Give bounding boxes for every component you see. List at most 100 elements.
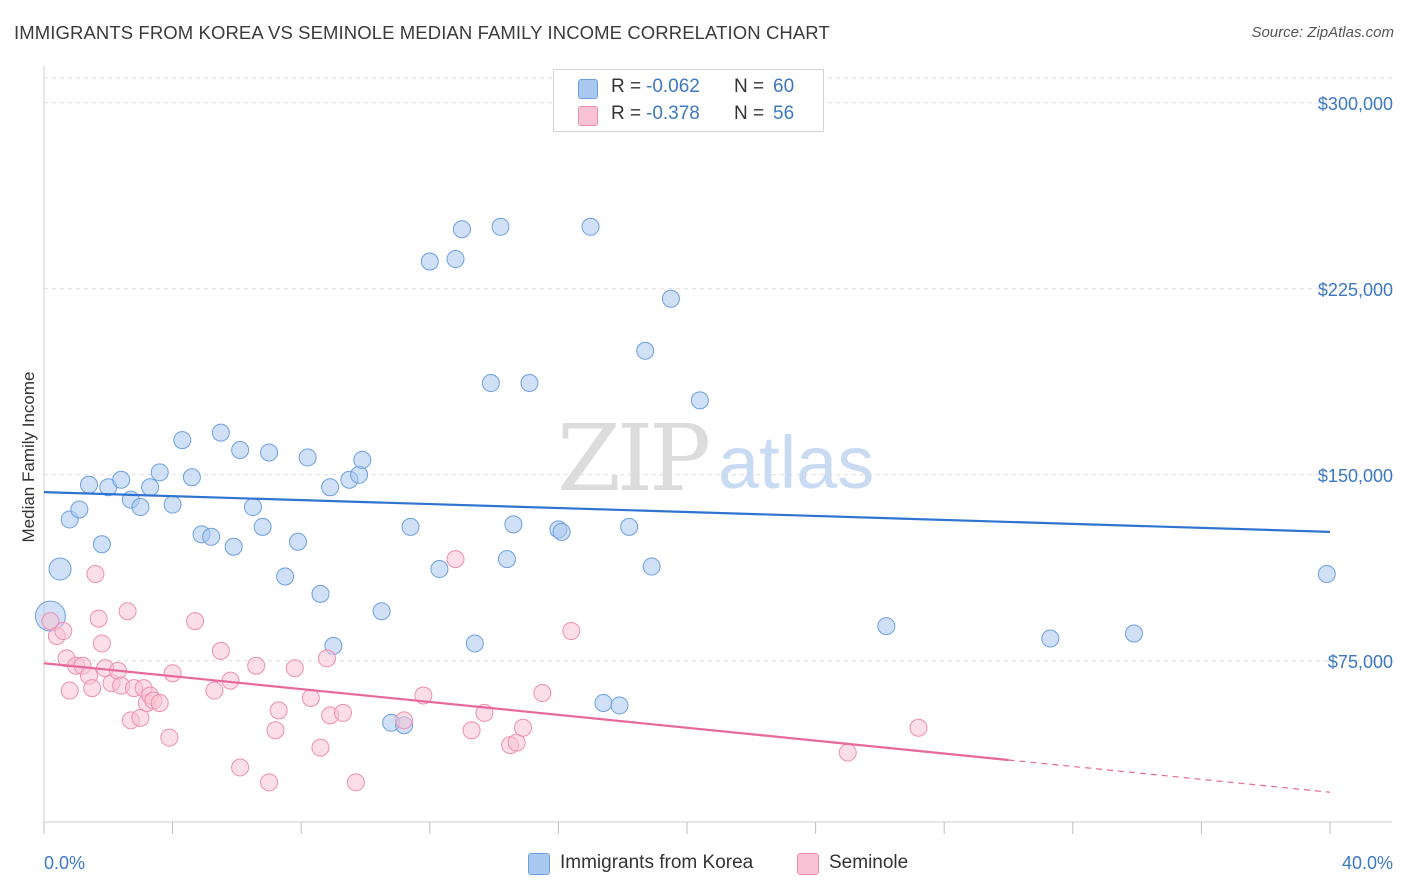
x-tick-label-right: 40.0% (1342, 853, 1393, 873)
point-seminole (395, 711, 414, 730)
point-korea (877, 617, 896, 636)
legend-r-label: R = (611, 103, 642, 124)
point-korea (610, 696, 629, 715)
point-seminole (247, 656, 266, 675)
point-korea (497, 550, 516, 569)
point-seminole (285, 659, 304, 678)
point-korea (182, 468, 201, 487)
point-korea (202, 527, 221, 546)
point-korea (620, 517, 639, 536)
point-korea (372, 602, 391, 621)
point-seminole (462, 721, 481, 740)
point-korea (211, 423, 230, 442)
point-seminole (414, 686, 433, 705)
y-tick-label: $75,000 (1328, 652, 1393, 672)
point-seminole (346, 773, 365, 792)
point-korea (350, 465, 369, 484)
point-korea (401, 517, 420, 536)
bottom-legend-label-seminole: Seminole (829, 852, 909, 873)
x-tick-label-left: 0.0% (44, 853, 85, 873)
point-korea (430, 560, 449, 579)
point-korea (131, 498, 150, 517)
point-korea (581, 217, 600, 236)
chart-title: IMMIGRANTS FROM KOREA VS SEMINOLE MEDIAN… (14, 22, 830, 43)
bottom-legend-swatch-korea (528, 853, 550, 875)
point-seminole (89, 609, 108, 628)
point-korea (141, 478, 160, 497)
point-seminole (269, 701, 288, 720)
point-seminole (514, 718, 533, 737)
point-korea (636, 341, 655, 360)
point-korea (173, 431, 192, 450)
point-korea (661, 289, 680, 308)
point-seminole (838, 743, 857, 762)
point-korea (642, 557, 661, 576)
point-seminole (160, 728, 179, 747)
point-seminole (231, 758, 250, 777)
point-seminole (41, 612, 60, 631)
point-seminole (150, 693, 169, 712)
point-korea (594, 693, 613, 712)
trend-lines (43, 491, 1331, 793)
trend-line-korea (43, 491, 1331, 533)
point-korea (504, 515, 523, 534)
point-seminole (92, 634, 111, 653)
point-seminole (163, 664, 182, 683)
point-korea (253, 517, 272, 536)
point-seminole (446, 550, 465, 569)
point-korea (112, 470, 131, 489)
axes (43, 66, 1392, 834)
legend-swatch-korea (578, 79, 598, 99)
legend-n-label: N = (734, 76, 765, 97)
legend-r-label: R = (611, 76, 642, 97)
legend-swatch-seminole (578, 106, 598, 126)
point-korea (48, 557, 72, 581)
point-korea (481, 374, 500, 393)
y-tick-label: $150,000 (1318, 466, 1393, 486)
point-seminole (83, 679, 102, 698)
point-seminole (311, 738, 330, 757)
y-tick-label: $225,000 (1318, 280, 1393, 300)
point-seminole (533, 684, 552, 703)
point-seminole (260, 773, 279, 792)
point-korea (552, 522, 571, 541)
point-korea (690, 391, 709, 410)
point-korea (353, 450, 372, 469)
legend-n-label: N = (734, 103, 765, 124)
data-points (34, 217, 1336, 792)
point-korea (80, 475, 99, 494)
point-korea (1317, 565, 1336, 583)
point-seminole (118, 602, 137, 621)
point-seminole (266, 721, 285, 740)
point-korea (452, 220, 471, 239)
point-seminole (333, 703, 352, 722)
point-seminole (507, 733, 526, 752)
point-seminole (211, 641, 230, 660)
point-korea (288, 532, 307, 551)
legend-r-value: -0.378 (646, 103, 700, 124)
legend-n-value: 56 (773, 103, 795, 124)
point-korea (321, 478, 340, 497)
trend-line-seminole-extrapolated (1008, 759, 1331, 793)
gridlines (44, 77, 1392, 662)
watermark-atlas: atlas (718, 421, 874, 504)
point-korea (243, 498, 262, 517)
point-korea (311, 584, 330, 603)
point-korea (1124, 624, 1143, 643)
point-korea (446, 250, 465, 269)
point-seminole (317, 649, 336, 668)
bottom-legend-swatch-seminole (797, 853, 819, 875)
point-korea (70, 500, 89, 519)
point-korea (1041, 629, 1060, 648)
point-korea (231, 441, 250, 459)
legend-n-value: 60 (773, 76, 795, 97)
point-seminole (205, 681, 224, 700)
point-korea (491, 217, 510, 236)
point-korea (420, 252, 439, 271)
trend-line-seminole (43, 662, 1009, 762)
point-seminole (60, 681, 79, 700)
point-seminole (54, 622, 73, 641)
y-tick-label: $300,000 (1318, 94, 1393, 114)
bottom-legend-label-korea: Immigrants from Korea (560, 852, 754, 873)
